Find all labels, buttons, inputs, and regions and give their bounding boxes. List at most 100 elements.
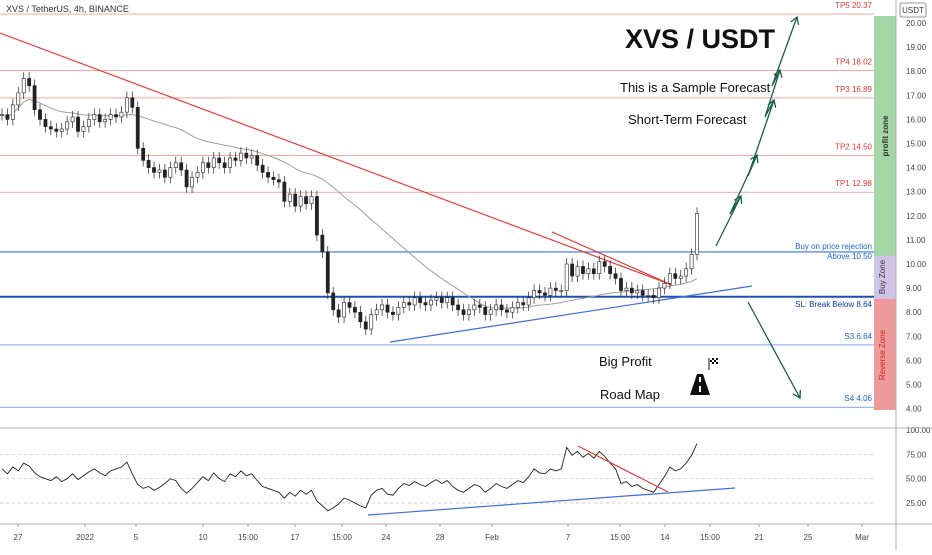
price-candle xyxy=(450,297,455,306)
price-candle xyxy=(515,302,520,308)
price-candle xyxy=(76,116,80,132)
price-candle xyxy=(575,266,580,277)
buy-zone xyxy=(874,256,896,299)
price-candle xyxy=(81,126,86,132)
price-candle xyxy=(141,148,146,161)
price-candle xyxy=(206,162,211,168)
big-profit-text: Big Profit xyxy=(599,354,652,369)
price-candle xyxy=(309,196,314,205)
price-candle xyxy=(662,282,667,289)
price-candle xyxy=(543,292,547,296)
price-candle xyxy=(38,109,42,120)
price-candle xyxy=(114,114,118,118)
price-candle xyxy=(146,160,151,168)
title-annotation: XVS / USDT xyxy=(625,24,776,54)
time-tick-label: 10 xyxy=(199,533,208,542)
price-candle xyxy=(16,92,21,106)
price-candle xyxy=(418,297,422,303)
price-candle xyxy=(591,268,596,274)
downtrend-line xyxy=(0,32,673,286)
price-candle xyxy=(526,297,531,306)
price-candle xyxy=(363,321,368,330)
time-tick-label: 7 xyxy=(566,533,571,542)
price-candle xyxy=(423,302,428,306)
price-candle xyxy=(488,309,493,315)
reverse-zone xyxy=(874,299,896,410)
price-candle xyxy=(184,169,189,188)
price-candle xyxy=(374,309,379,315)
price-candle xyxy=(619,278,623,291)
price-candle xyxy=(629,287,634,294)
price-candle xyxy=(559,290,564,292)
price-candle xyxy=(505,309,509,313)
price-candle xyxy=(608,266,613,274)
price-candle xyxy=(59,128,64,132)
price-candle xyxy=(467,309,471,315)
price-candle xyxy=(43,119,48,127)
arrow-head xyxy=(767,98,777,108)
price-tick-label: 5.00 xyxy=(906,381,922,390)
price-candle xyxy=(287,193,292,202)
price-candle xyxy=(548,287,553,296)
price-candle xyxy=(434,297,439,301)
price-tick-label: 11.00 xyxy=(906,236,926,245)
price-candle xyxy=(135,107,140,149)
price-candle xyxy=(380,304,384,311)
price-candle xyxy=(673,273,678,279)
price-candle xyxy=(510,307,515,313)
arrow-head xyxy=(792,389,802,400)
level-label-tp4: TP4 18.02 xyxy=(835,58,872,67)
price-tick-label: 16.00 xyxy=(906,115,927,124)
level-label-sl: SL: Break Below 8.64 xyxy=(795,300,872,309)
rsi-line xyxy=(1,443,698,512)
profit-zone-label: profit zone xyxy=(881,115,890,156)
price-candle xyxy=(97,114,102,123)
price-candle xyxy=(640,290,645,296)
symbol-header: XVS / TetherUS, 4h, BINANCE xyxy=(6,4,129,14)
price-candle xyxy=(553,287,558,291)
level-label-tp2: TP2 14.50 xyxy=(835,143,872,152)
road-icon xyxy=(690,374,710,395)
price-candle xyxy=(277,179,281,183)
price-candle xyxy=(613,273,618,279)
price-tick-label: 13.00 xyxy=(906,188,927,197)
moving-average-line xyxy=(1,98,698,309)
price-candle xyxy=(54,128,59,132)
road-map-text: Road Map xyxy=(600,387,660,402)
price-candle xyxy=(282,181,287,202)
price-candle xyxy=(65,121,70,130)
price-candle xyxy=(157,169,162,173)
price-candle xyxy=(456,304,460,311)
level-label-tp3: TP3 16.89 xyxy=(835,85,872,94)
price-candle xyxy=(477,304,482,308)
price-tick-label: 14.00 xyxy=(906,164,927,173)
time-tick-label: 27 xyxy=(14,533,23,542)
price-candle xyxy=(190,176,194,188)
price-candle xyxy=(92,114,97,120)
currency-badge-box[interactable] xyxy=(899,2,927,18)
price-candle xyxy=(70,116,75,123)
price-tick-label: 12.00 xyxy=(906,212,927,221)
price-candle xyxy=(179,162,184,171)
price-candle xyxy=(695,213,699,255)
forecast-arrows xyxy=(715,15,802,400)
price-candle xyxy=(222,162,227,168)
price-candle xyxy=(48,126,53,130)
arrow-head xyxy=(790,15,800,25)
currency-badge[interactable]: USDT xyxy=(902,6,924,15)
price-candle xyxy=(494,304,499,311)
price-candle xyxy=(124,97,129,113)
price-candle xyxy=(108,114,113,120)
price-candle xyxy=(228,157,232,168)
price-candle xyxy=(130,97,135,108)
price-candle xyxy=(624,287,629,291)
level-label-s3: S3 6.64 xyxy=(844,332,872,341)
price-candle xyxy=(347,302,352,308)
price-candle xyxy=(597,261,602,274)
price-candle xyxy=(537,290,542,294)
price-series xyxy=(0,72,699,336)
price-candle xyxy=(635,290,640,294)
price-candle xyxy=(684,268,689,277)
